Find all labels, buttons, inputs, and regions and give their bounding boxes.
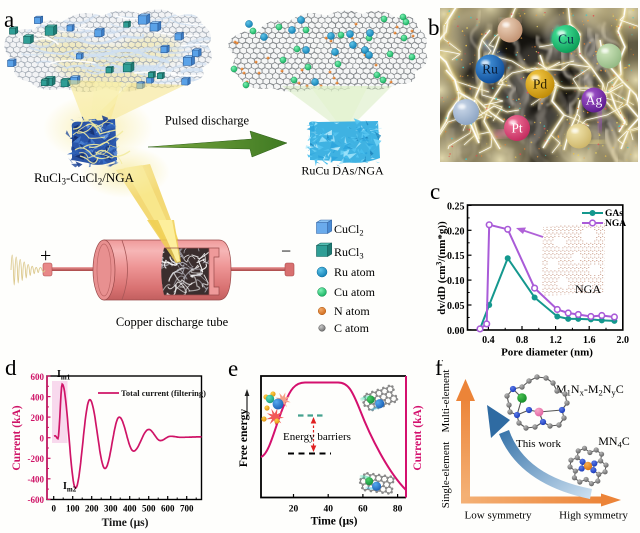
- svg-text:60: 60: [358, 505, 368, 515]
- svg-text:M1Nx-M2NyC: M1Nx-M2NyC: [556, 382, 624, 398]
- svg-text:Total current (filtering): Total current (filtering): [121, 388, 206, 398]
- svg-text:e: e: [228, 360, 238, 381]
- svg-text:Ru atom: Ru atom: [334, 265, 376, 279]
- svg-text:400: 400: [31, 392, 45, 402]
- svg-text:0.8: 0.8: [516, 335, 529, 346]
- svg-text:Single-element: Single-element: [440, 442, 452, 509]
- svg-text:Multi-element: Multi-element: [440, 370, 452, 433]
- svg-text:Free energy: Free energy: [238, 409, 250, 467]
- svg-text:RuCl3-CuCl2/NGA: RuCl3-CuCl2/NGA: [34, 170, 135, 187]
- svg-text:1.2: 1.2: [549, 335, 562, 346]
- svg-text:RuCl3: RuCl3: [334, 245, 364, 261]
- svg-text:0.05: 0.05: [447, 301, 465, 312]
- svg-text:N atom: N atom: [334, 304, 370, 318]
- svg-text:+: +: [40, 245, 51, 267]
- svg-text:Pt: Pt: [511, 121, 523, 136]
- svg-text:dv/dD (cm3/(nm*g)): dv/dD (cm3/(nm*g)): [435, 221, 449, 315]
- svg-text:20: 20: [289, 505, 299, 515]
- svg-text:CuCl2: CuCl2: [334, 222, 364, 238]
- svg-text:-200: -200: [28, 454, 45, 464]
- svg-text:RuCu DAs/NGA: RuCu DAs/NGA: [301, 164, 384, 178]
- svg-text:Im1: Im1: [57, 369, 71, 382]
- svg-text:Current (kA): Current (kA): [412, 405, 424, 470]
- svg-text:500: 500: [142, 504, 156, 514]
- svg-text:0.25: 0.25: [447, 201, 465, 212]
- svg-text:80: 80: [393, 505, 403, 515]
- svg-text:0.20: 0.20: [447, 226, 465, 237]
- svg-text:Ru: Ru: [482, 62, 498, 77]
- svg-text:Pore diameter (nm): Pore diameter (nm): [501, 347, 593, 359]
- svg-text:GAs: GAs: [605, 209, 623, 219]
- svg-text:Ag: Ag: [586, 93, 603, 108]
- svg-text:1.6: 1.6: [583, 335, 596, 346]
- svg-text:Cu: Cu: [558, 32, 574, 47]
- svg-text:0.10: 0.10: [447, 276, 465, 287]
- svg-text:MN4C: MN4C: [598, 434, 630, 450]
- svg-text:400: 400: [123, 504, 137, 514]
- svg-text:0: 0: [40, 434, 45, 444]
- svg-text:c: c: [430, 180, 440, 204]
- svg-text:Pulsed discharge: Pulsed discharge: [165, 114, 250, 128]
- svg-text:700: 700: [180, 504, 194, 514]
- svg-text:-600: -600: [28, 495, 45, 505]
- svg-text:Im2: Im2: [63, 481, 77, 494]
- svg-text:f: f: [435, 360, 443, 380]
- svg-text:b: b: [428, 15, 440, 40]
- svg-text:Energy barriers: Energy barriers: [283, 431, 351, 443]
- svg-text:0.15: 0.15: [447, 251, 465, 262]
- svg-text:Time (μs): Time (μs): [311, 516, 358, 528]
- svg-text:600: 600: [161, 504, 175, 514]
- svg-text:NGA: NGA: [575, 282, 601, 296]
- svg-text:0: 0: [51, 504, 56, 514]
- svg-text:−: −: [281, 241, 291, 261]
- svg-text:200: 200: [85, 504, 99, 514]
- svg-text:200: 200: [31, 413, 45, 423]
- svg-text:-400: -400: [28, 475, 45, 485]
- svg-text:0.4: 0.4: [482, 335, 495, 346]
- svg-text:a: a: [4, 7, 14, 32]
- svg-text:40: 40: [323, 505, 333, 515]
- svg-text:This work: This work: [516, 438, 561, 450]
- svg-text:0.00: 0.00: [447, 326, 465, 337]
- svg-text:Cu atom: Cu atom: [334, 285, 376, 299]
- svg-text:NGA: NGA: [605, 219, 626, 229]
- svg-text:d: d: [5, 360, 17, 380]
- svg-text:2.0: 2.0: [617, 335, 630, 346]
- svg-text:100: 100: [66, 504, 80, 514]
- svg-text:Time (μs): Time (μs): [102, 517, 149, 529]
- svg-text:Copper discharge tube: Copper discharge tube: [116, 315, 229, 329]
- svg-text:Pd: Pd: [533, 77, 548, 92]
- svg-text:Low symmetry: Low symmetry: [465, 510, 532, 522]
- svg-text:C atom: C atom: [334, 321, 370, 335]
- svg-text:300: 300: [104, 504, 118, 514]
- svg-text:600: 600: [31, 372, 45, 382]
- svg-text:High symmetry: High symmetry: [559, 510, 628, 522]
- svg-text:Current (kA): Current (kA): [11, 405, 23, 470]
